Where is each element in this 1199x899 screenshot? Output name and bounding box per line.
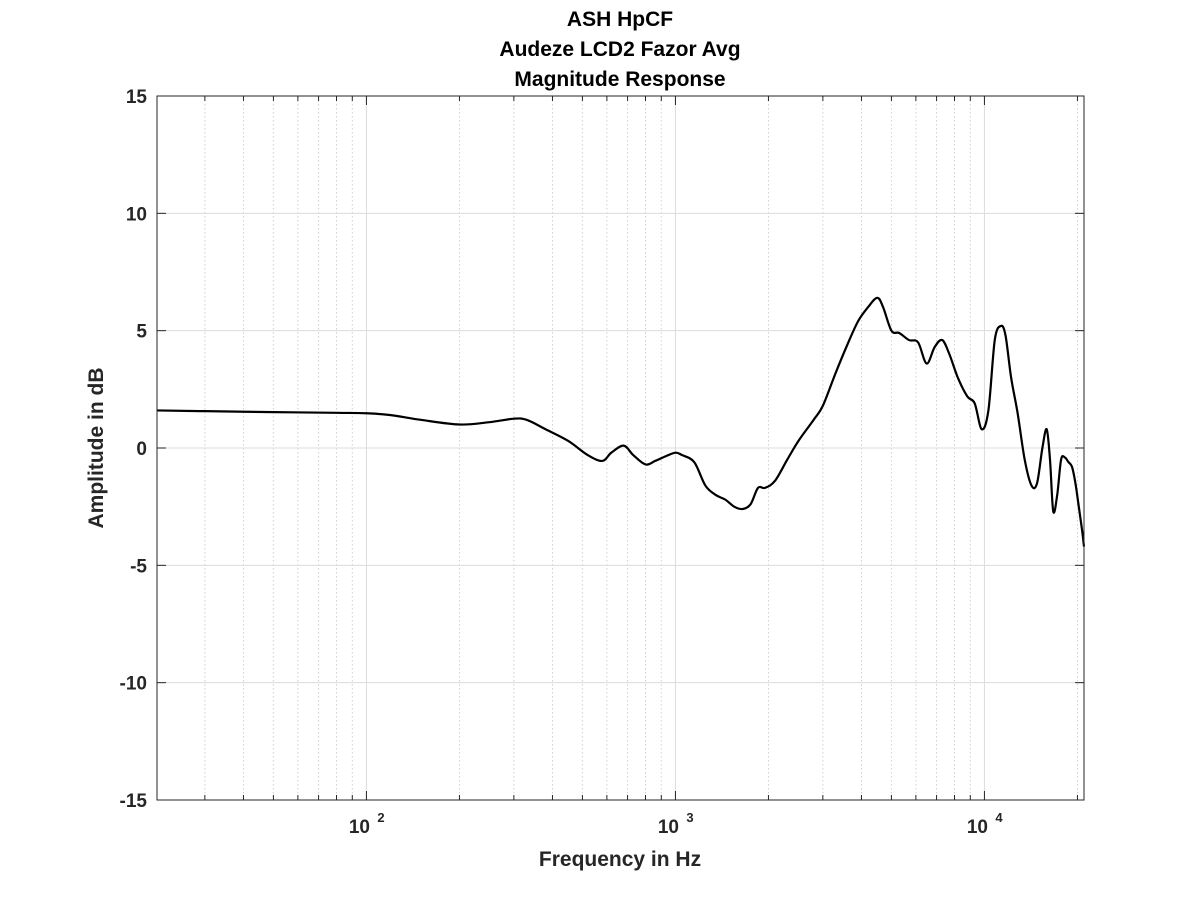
x-tick-labels: 10 2 10 3 10 4	[349, 810, 1004, 838]
chart-title-line-1: ASH HpCF	[567, 8, 673, 31]
chart-title-line-3: Magnitude Response	[514, 68, 725, 91]
y-tick-label: 15	[126, 87, 148, 108]
y-tick-label: -5	[130, 556, 147, 577]
y-tick-label: 0	[136, 439, 147, 460]
x-tick-label-exponent: 3	[686, 810, 693, 825]
y-tick-label: 10	[126, 204, 147, 225]
x-tick-label-exponent: 4	[995, 810, 1003, 825]
y-tick-label: -15	[120, 791, 148, 812]
x-tick-label: 10	[967, 817, 988, 838]
series-line	[156, 296, 1086, 547]
y-axis-label: Amplitude in dB	[85, 368, 108, 529]
chart-title-line-2: Audeze LCD2 Fazor Avg	[499, 38, 740, 61]
x-tick-label: 10	[349, 817, 370, 838]
x-tick-label: 10	[658, 817, 679, 838]
tick-marks	[157, 95, 1084, 801]
y-tick-labels: -15 -10 -5 0 5 10 15	[120, 87, 148, 812]
x-tick-label-exponent: 2	[377, 810, 384, 825]
y-tick-label: -10	[120, 674, 147, 695]
x-axis-label: Frequency in Hz	[539, 848, 701, 871]
y-tick-label: 5	[136, 322, 147, 343]
